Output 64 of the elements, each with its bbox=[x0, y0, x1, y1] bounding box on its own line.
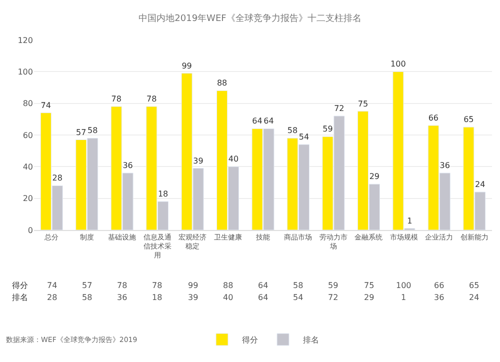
data-label: 1 bbox=[401, 293, 406, 302]
text: 36 bbox=[122, 161, 133, 170]
data-label: 58 bbox=[293, 281, 304, 290]
data-label: 64 bbox=[258, 281, 268, 290]
text: 99 bbox=[182, 61, 192, 70]
data-label: 29 bbox=[364, 293, 374, 302]
text: 64 bbox=[252, 116, 262, 126]
text: 58 bbox=[287, 126, 298, 136]
text: 排名 bbox=[12, 293, 28, 302]
y-tick-label: 100 bbox=[18, 67, 33, 76]
data-label: 54 bbox=[293, 293, 304, 302]
data-label: 72 bbox=[328, 293, 338, 302]
text: 29 bbox=[369, 172, 380, 182]
data-label: 28 bbox=[47, 293, 58, 302]
data-label: 99 bbox=[188, 281, 198, 290]
legend-label: 得分 bbox=[242, 336, 258, 345]
y-tick-label: 120 bbox=[18, 36, 33, 45]
data-label: 18 bbox=[152, 293, 162, 302]
data-label: 66 bbox=[434, 281, 444, 290]
text: 78 bbox=[146, 94, 157, 104]
y-tick-label: 0 bbox=[28, 226, 33, 235]
data-label: 39 bbox=[188, 293, 198, 302]
data-label: 36 bbox=[117, 293, 128, 302]
data-label: 100 bbox=[396, 281, 412, 290]
text: 54 bbox=[298, 132, 310, 142]
data-label: 78 bbox=[152, 281, 162, 290]
data-label: 58 bbox=[82, 293, 92, 302]
text: 64 bbox=[264, 116, 274, 126]
text: 得分 bbox=[12, 281, 28, 290]
data-label: 65 bbox=[469, 281, 480, 290]
data-label: 64 bbox=[258, 293, 268, 302]
data-label: 40 bbox=[223, 293, 234, 302]
text: 1 bbox=[407, 216, 412, 226]
data-label: 74 bbox=[47, 281, 58, 290]
text: 75 bbox=[358, 99, 368, 108]
y-tick-label: 60 bbox=[22, 130, 33, 140]
text: 65 bbox=[464, 115, 474, 124]
text: 36 bbox=[440, 161, 450, 170]
data-label: 88 bbox=[223, 281, 234, 290]
text: 58 bbox=[87, 126, 98, 136]
text: 88 bbox=[216, 78, 228, 88]
chart-title: 中国内地2019年WEF《全球竞争力报告》十二支柱排名 bbox=[138, 12, 362, 24]
y-tick-label: 20 bbox=[22, 194, 33, 204]
legend-label: 排名 bbox=[303, 336, 319, 345]
text: 74 bbox=[40, 100, 51, 110]
text: 39 bbox=[193, 156, 204, 166]
data-label: 24 bbox=[469, 293, 480, 302]
text: 100 bbox=[390, 60, 406, 69]
text: 40 bbox=[228, 154, 239, 164]
text: 57 bbox=[76, 128, 86, 137]
text: 59 bbox=[322, 124, 333, 134]
y-tick-label: 80 bbox=[22, 99, 33, 108]
text: 66 bbox=[428, 114, 439, 122]
text: 28 bbox=[52, 174, 62, 183]
text: 72 bbox=[334, 104, 344, 113]
text: 18 bbox=[158, 190, 168, 198]
text: 24 bbox=[475, 180, 486, 189]
data-label: 57 bbox=[82, 281, 92, 290]
data-label: 78 bbox=[117, 281, 128, 290]
data-label: 75 bbox=[364, 281, 374, 290]
y-tick-label: 40 bbox=[22, 162, 33, 172]
data-label: 59 bbox=[328, 281, 338, 290]
text: 78 bbox=[111, 94, 122, 104]
data-label: 36 bbox=[434, 293, 444, 302]
